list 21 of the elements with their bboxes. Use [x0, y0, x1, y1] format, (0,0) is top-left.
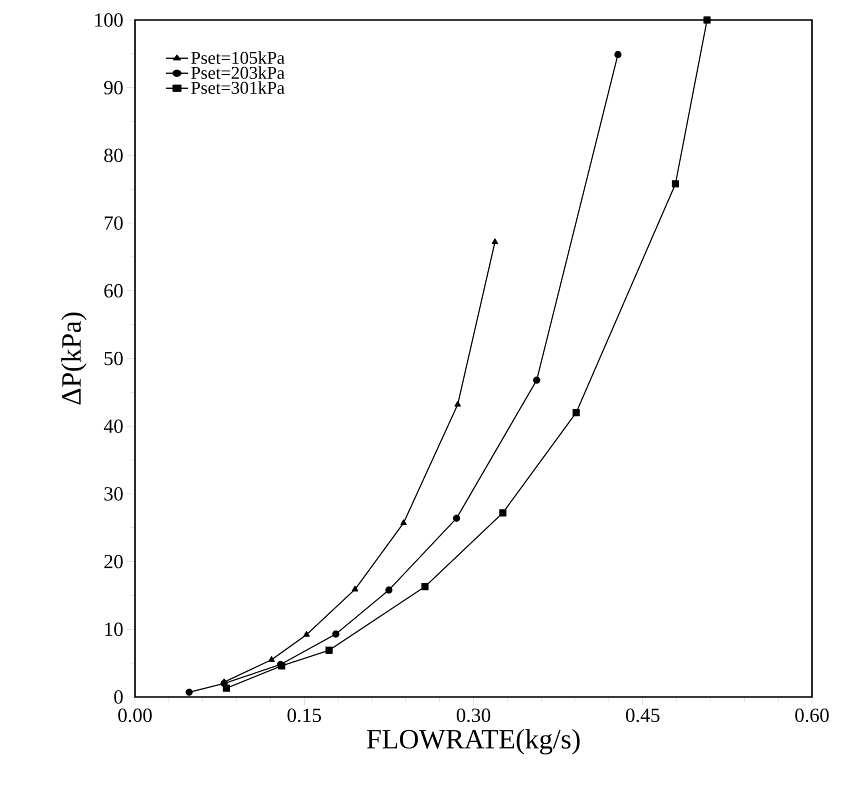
y-tick-label: 80 — [104, 148, 123, 162]
legend-label: Pset=105kPa — [191, 51, 285, 64]
y-tick-label: 50 — [104, 352, 123, 366]
legend-label: Pset=203kPa — [191, 66, 285, 79]
x-tick-label: 0.45 — [626, 708, 660, 722]
x-tick-label: 0.00 — [118, 708, 152, 722]
x-axis-title: FLOWRATE(kg/s) — [366, 728, 580, 754]
y-tick-label: 10 — [105, 622, 123, 636]
y-tick-label: 20 — [104, 554, 123, 568]
x-tick-label: 0.15 — [288, 708, 321, 722]
y-tick-label: 60 — [104, 284, 123, 298]
y-tick-label: 90 — [104, 80, 123, 94]
y-tick-label: 40 — [104, 419, 123, 433]
x-tick-label: 0.30 — [456, 708, 490, 722]
legend-label: Pset=301kPa — [191, 81, 285, 94]
y-axis-title: ΔP(kPa) — [61, 312, 87, 405]
y-tick-label: 30 — [104, 487, 123, 501]
y-tick-label: 0 — [114, 690, 123, 704]
x-tick-label: 0.60 — [795, 708, 829, 722]
y-tick-label: 100 — [95, 13, 123, 27]
y-tick-label: 70 — [104, 216, 123, 230]
